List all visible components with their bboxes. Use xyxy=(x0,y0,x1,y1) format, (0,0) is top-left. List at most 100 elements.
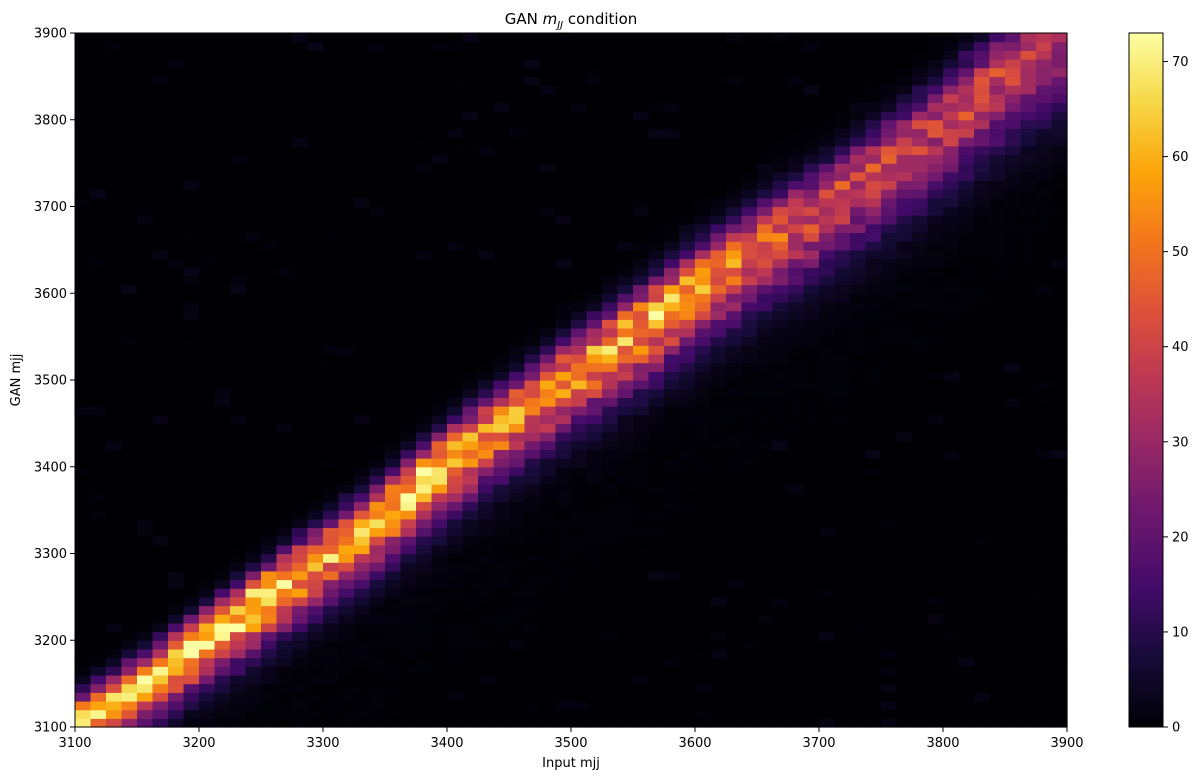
heatmap-cell xyxy=(710,536,727,546)
heatmap-cell xyxy=(819,163,836,173)
heatmap-cell xyxy=(772,362,789,372)
heatmap-cell xyxy=(323,614,340,624)
heatmap-cell xyxy=(307,692,324,702)
heatmap-cell xyxy=(1036,440,1053,450)
heatmap-cell xyxy=(245,527,262,537)
heatmap-cell xyxy=(90,102,107,112)
heatmap-cell xyxy=(726,692,743,702)
heatmap-cell xyxy=(447,596,464,607)
heatmap-cell xyxy=(679,648,696,659)
heatmap-cell xyxy=(695,388,712,398)
heatmap-cell xyxy=(199,111,216,121)
heatmap-cell xyxy=(757,189,774,199)
heatmap-cell xyxy=(555,327,572,338)
heatmap-cell xyxy=(292,59,309,69)
heatmap-cell xyxy=(400,518,417,529)
heatmap-cell xyxy=(834,449,851,459)
heatmap-cell xyxy=(400,310,417,320)
heatmap-cell xyxy=(648,275,665,286)
heatmap-cell xyxy=(772,241,789,251)
heatmap-cell xyxy=(462,570,479,581)
heatmap-cell xyxy=(679,154,696,164)
heatmap-cell xyxy=(121,466,138,477)
heatmap-cell xyxy=(695,562,712,572)
heatmap-cell xyxy=(834,648,851,659)
heatmap-cell xyxy=(261,683,278,693)
heatmap-cell xyxy=(757,657,774,667)
heatmap-cell xyxy=(199,492,216,503)
heatmap-cell xyxy=(292,171,309,182)
heatmap-cell xyxy=(524,128,541,138)
heatmap-cell xyxy=(493,215,510,225)
heatmap-cell xyxy=(478,293,495,303)
heatmap-cell xyxy=(726,449,743,459)
heatmap-cell xyxy=(1020,336,1037,346)
heatmap-cell xyxy=(447,33,464,43)
heatmap-cell xyxy=(788,249,805,260)
heatmap-cell xyxy=(137,206,154,216)
heatmap-cell xyxy=(385,570,402,581)
heatmap-cell xyxy=(927,423,944,433)
heatmap-cell xyxy=(540,111,557,121)
heatmap-cell xyxy=(137,137,154,147)
heatmap-cell xyxy=(292,284,309,294)
heatmap-cell xyxy=(121,180,138,190)
heatmap-cell xyxy=(664,614,681,624)
heatmap-cell xyxy=(90,232,107,242)
heatmap-cell xyxy=(509,605,526,615)
heatmap-cell xyxy=(850,353,867,364)
heatmap-cell xyxy=(462,310,479,320)
heatmap-cell xyxy=(617,666,634,676)
heatmap-cell xyxy=(199,475,216,485)
heatmap-cell xyxy=(679,449,696,459)
heatmap-cell xyxy=(168,484,185,494)
heatmap-cell xyxy=(106,570,123,581)
heatmap-cell xyxy=(958,397,975,407)
heatmap-cell xyxy=(803,33,820,43)
heatmap-cell xyxy=(137,718,154,728)
heatmap-cell xyxy=(788,579,805,589)
heatmap-cell xyxy=(276,648,293,659)
heatmap-cell xyxy=(927,371,944,381)
heatmap-cell xyxy=(726,553,743,563)
heatmap-cell xyxy=(834,336,851,346)
heatmap-cell xyxy=(431,544,448,555)
heatmap-cell xyxy=(369,154,386,164)
heatmap-cell xyxy=(493,501,510,511)
heatmap-cell xyxy=(338,310,355,320)
heatmap-cell xyxy=(245,406,262,416)
heatmap-cell xyxy=(726,683,743,693)
heatmap-cell xyxy=(896,536,913,546)
heatmap-cell xyxy=(183,596,200,607)
heatmap-cell xyxy=(524,232,541,242)
heatmap-cell xyxy=(757,536,774,546)
heatmap-cell xyxy=(803,93,820,103)
heatmap-cell xyxy=(137,267,154,277)
heatmap-cell xyxy=(974,440,991,450)
heatmap-cell xyxy=(757,362,774,372)
heatmap-cell xyxy=(912,518,929,529)
heatmap-cell xyxy=(369,718,386,728)
heatmap-cell xyxy=(168,406,185,416)
heatmap-cell xyxy=(90,709,107,719)
heatmap-cell xyxy=(834,215,851,225)
heatmap-cell xyxy=(524,119,541,130)
heatmap-cell xyxy=(292,232,309,242)
heatmap-cell xyxy=(75,206,92,216)
heatmap-cell xyxy=(540,336,557,346)
heatmap-cell xyxy=(989,432,1006,442)
heatmap-cell xyxy=(524,553,541,563)
heatmap-cell xyxy=(354,692,371,702)
heatmap-cell xyxy=(741,197,758,208)
heatmap-cell xyxy=(261,414,278,424)
heatmap-cell xyxy=(912,41,929,51)
heatmap-cell xyxy=(183,466,200,477)
heatmap-cell xyxy=(834,284,851,294)
heatmap-cell xyxy=(896,128,913,138)
heatmap-cell xyxy=(493,527,510,537)
heatmap-cell xyxy=(152,275,169,286)
heatmap-cell xyxy=(989,128,1006,138)
heatmap-cell xyxy=(385,102,402,112)
heatmap-cell xyxy=(912,241,929,251)
heatmap-cell xyxy=(354,440,371,450)
